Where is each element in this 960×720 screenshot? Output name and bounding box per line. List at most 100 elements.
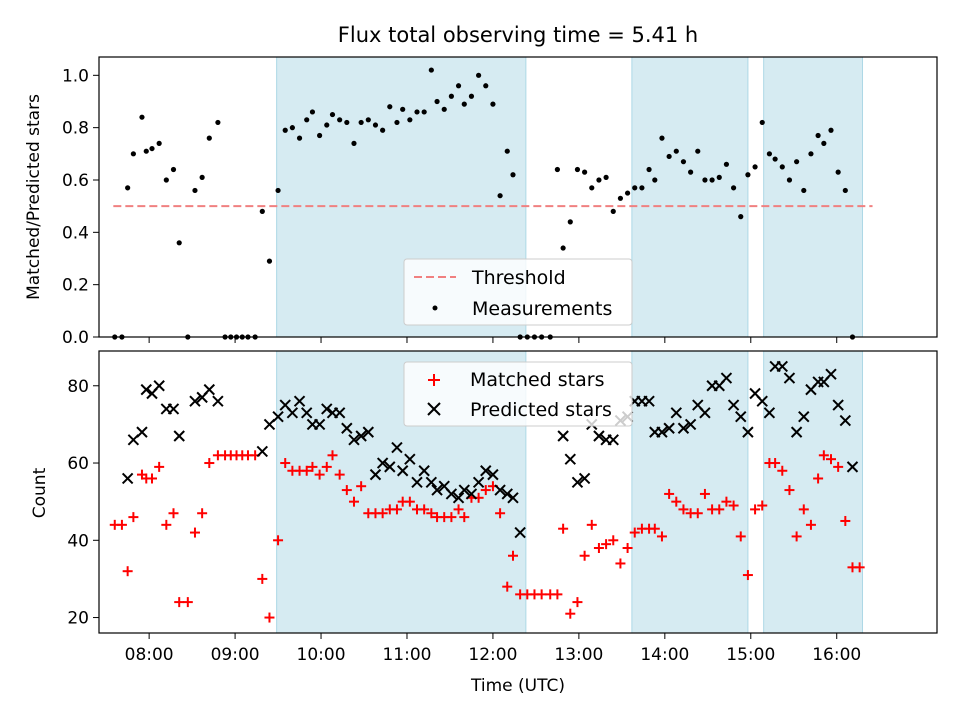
measurement-point <box>702 177 708 183</box>
measurement-point <box>372 122 379 128</box>
matched-star-marker <box>147 473 158 484</box>
predicted-star-marker <box>670 407 682 419</box>
matched-star-marker <box>204 458 215 469</box>
matched-star-marker <box>649 523 660 534</box>
measurement-point <box>779 164 785 170</box>
matched-star-marker <box>805 519 816 530</box>
predicted-star-marker <box>212 395 224 407</box>
top-y-tick-label: 0.6 <box>62 171 89 191</box>
predicted-star-marker <box>369 468 382 481</box>
bottom-panel: 20 40 60 80 08:00 09:00 10:00 11:00 12:00 13:00 1… <box>30 350 938 696</box>
predicted-star-marker <box>720 372 733 384</box>
legend-matched-label: Matched stars <box>470 369 604 391</box>
top-y-tick-label: 0.4 <box>62 223 89 243</box>
predicted-star-marker <box>140 383 152 396</box>
bottom-legend-box <box>403 361 633 427</box>
measurement-point <box>317 132 323 139</box>
measurement-point <box>365 117 371 123</box>
measurement-point <box>275 187 281 194</box>
predicted-star-marker <box>136 426 148 438</box>
matched-star-marker <box>699 488 710 499</box>
predicted-star-marker <box>313 418 326 431</box>
measurement-point <box>510 172 516 178</box>
measurement-point <box>560 245 566 251</box>
measurement-point <box>794 159 800 165</box>
measurement-point <box>745 172 751 178</box>
predicted-star-marker <box>348 434 360 446</box>
top-y-axis-label: Matched/Predicted stars <box>24 94 44 300</box>
top-y-tick-label: 0.0 <box>62 328 89 348</box>
matched-star-marker <box>784 485 795 496</box>
measurement-point <box>461 101 467 107</box>
measurement-point <box>156 140 162 146</box>
predicted-star-marker <box>742 426 754 438</box>
measurement-point <box>730 185 737 191</box>
measurement-point <box>821 140 827 146</box>
predicted-star-marker <box>452 492 465 504</box>
predicted-star-marker <box>396 465 409 477</box>
measurement-point <box>801 187 807 194</box>
matched-star-marker <box>391 504 402 515</box>
predicted-star-marker <box>256 445 269 458</box>
measurement-point <box>673 148 679 154</box>
matched-star-marker <box>334 469 345 480</box>
predicted-star-marker <box>763 407 776 419</box>
matched-star-marker <box>446 512 457 523</box>
predicted-star-marker <box>458 484 470 496</box>
measurement-point <box>344 119 350 126</box>
legend-measurements-swatch <box>432 305 438 311</box>
matched-star-marker <box>565 608 576 619</box>
matched-star-marker <box>257 573 268 584</box>
measurement-point <box>666 153 672 160</box>
measurement-point <box>659 135 665 141</box>
matched-star-marker <box>757 500 768 511</box>
measurement-point <box>139 114 145 120</box>
predicted-star-marker <box>578 472 591 485</box>
measurement-point <box>358 119 364 126</box>
measurement-point <box>688 169 694 175</box>
matched-star-marker <box>507 550 518 561</box>
legend-measurements-label: Measurements <box>472 298 612 320</box>
predicted-star-marker <box>557 430 569 442</box>
predicted-star-marker <box>286 407 299 419</box>
measurement-point <box>337 117 343 123</box>
matched-star-marker <box>264 612 275 623</box>
matched-star-marker <box>593 543 604 554</box>
matched-star-marker <box>608 535 619 546</box>
matched-star-marker <box>348 496 359 507</box>
measurement-point <box>149 145 155 152</box>
measurement-point <box>695 148 701 154</box>
predicted-star-marker <box>735 410 747 423</box>
measurement-point <box>504 148 510 154</box>
matched-star-marker <box>825 454 836 465</box>
measurement-point <box>680 159 687 165</box>
measurement-point <box>759 119 765 126</box>
top-x-axis-ticks <box>148 337 838 343</box>
measurement-point <box>455 83 462 89</box>
predicted-star-marker <box>656 426 668 438</box>
matched-star-marker <box>377 508 388 519</box>
predicted-star-marker <box>445 488 458 500</box>
predicted-star-marker <box>607 434 619 446</box>
matched-star-marker <box>714 504 725 515</box>
measurement-point <box>414 109 420 115</box>
matched-star-marker <box>721 496 732 507</box>
bottom-x-tick-label: 14:00 <box>640 645 689 665</box>
predicted-star-marker <box>121 472 134 485</box>
predicted-star-marker <box>790 426 803 438</box>
measurement-point <box>199 174 205 180</box>
measurement-point <box>554 166 560 173</box>
x-axis-label: Time (UTC) <box>470 676 565 696</box>
matched-star-marker <box>678 504 689 515</box>
matched-star-marker <box>735 531 746 542</box>
top-y-axis-ticks: 0.0 0.2 0.4 0.6 0.8 1.0 <box>62 66 99 348</box>
matched-star-marker <box>840 515 851 526</box>
predicted-star-marker <box>832 399 844 411</box>
matched-star-marker <box>307 461 318 472</box>
top-y-tick-label: 0.8 <box>62 119 89 139</box>
matched-star-marker <box>833 461 844 472</box>
matched-star-marker <box>495 508 506 519</box>
measurement-point <box>596 177 602 183</box>
predicted-star-marker <box>487 468 499 481</box>
